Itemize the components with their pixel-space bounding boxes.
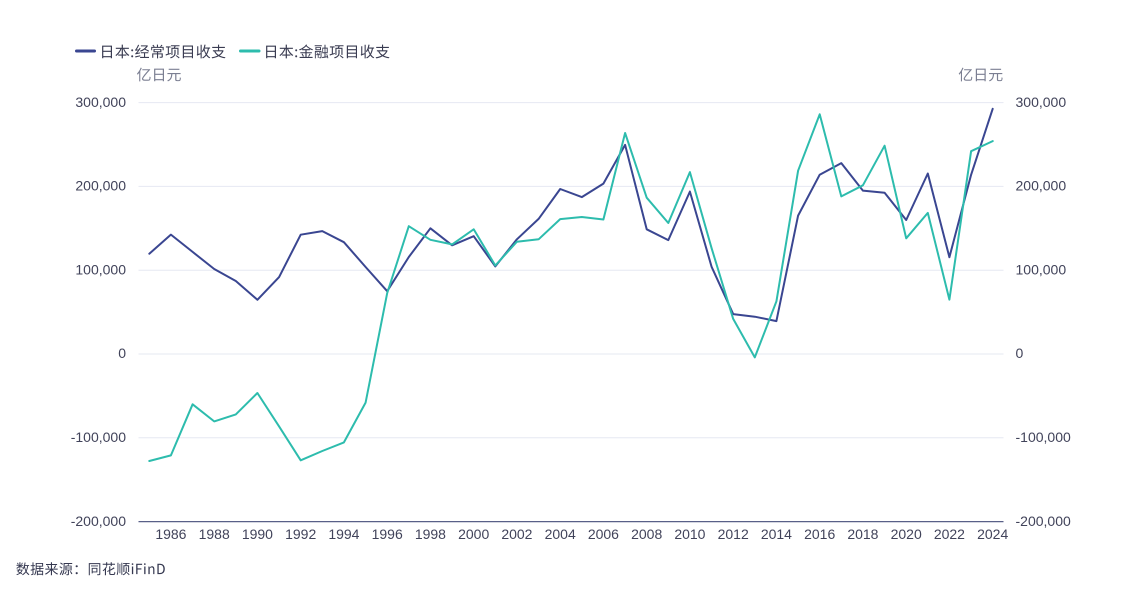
svg-text:1992: 1992 (285, 526, 316, 542)
svg-text:2000: 2000 (458, 526, 489, 542)
svg-text:2014: 2014 (761, 526, 792, 542)
svg-text:1988: 1988 (199, 526, 230, 542)
svg-text:2002: 2002 (501, 526, 532, 542)
svg-text:100,000: 100,000 (75, 261, 126, 277)
svg-text:300,000: 300,000 (75, 94, 126, 110)
svg-text:2024: 2024 (977, 526, 1008, 542)
svg-text:2012: 2012 (718, 526, 749, 542)
svg-text:100,000: 100,000 (1016, 261, 1067, 277)
svg-text:300,000: 300,000 (1016, 94, 1067, 110)
svg-text:200,000: 200,000 (1016, 178, 1067, 194)
svg-text:1998: 1998 (415, 526, 446, 542)
svg-text:1986: 1986 (155, 526, 186, 542)
svg-text:1996: 1996 (372, 526, 403, 542)
svg-text:2022: 2022 (934, 526, 965, 542)
svg-text:0: 0 (118, 345, 126, 361)
svg-text:2016: 2016 (804, 526, 835, 542)
svg-text:2018: 2018 (847, 526, 878, 542)
svg-text:2006: 2006 (588, 526, 619, 542)
svg-text:1990: 1990 (242, 526, 273, 542)
svg-text:-100,000: -100,000 (1016, 429, 1071, 445)
svg-text:2020: 2020 (891, 526, 922, 542)
svg-text:-100,000: -100,000 (71, 429, 126, 445)
svg-text:200,000: 200,000 (75, 178, 126, 194)
svg-text:-200,000: -200,000 (1016, 513, 1071, 529)
svg-text:1994: 1994 (328, 526, 359, 542)
svg-text:2004: 2004 (545, 526, 576, 542)
svg-text:2010: 2010 (674, 526, 705, 542)
svg-text:2008: 2008 (631, 526, 662, 542)
svg-text:0: 0 (1016, 345, 1024, 361)
svg-text:-200,000: -200,000 (71, 513, 126, 529)
